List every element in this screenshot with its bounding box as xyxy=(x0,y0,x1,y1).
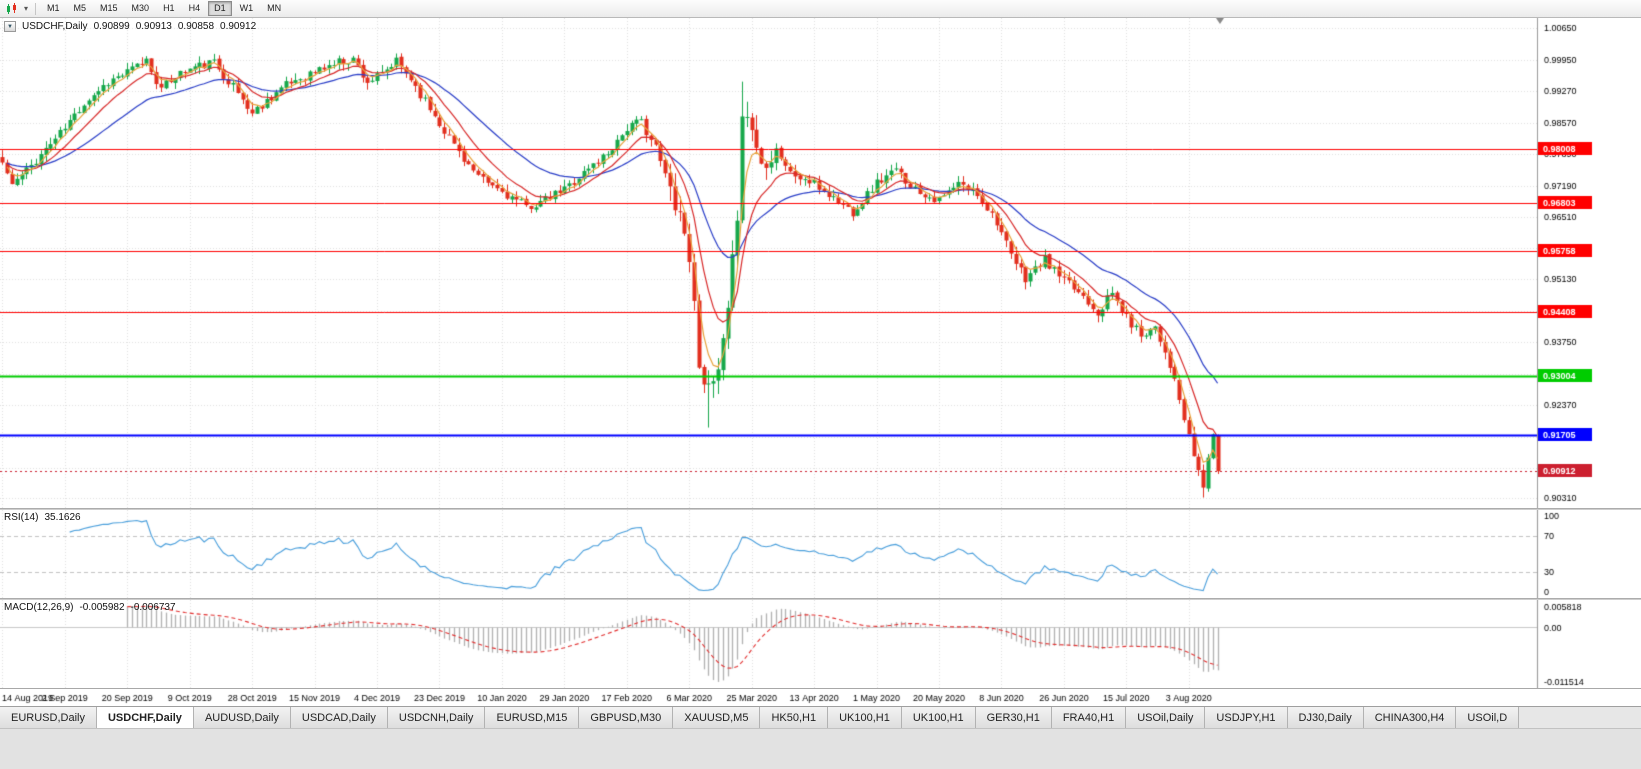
timeframe-button-M30[interactable]: M30 xyxy=(131,3,150,13)
timeframe-button-W1[interactable]: W1 xyxy=(239,3,254,13)
timeframe-button-H1[interactable]: H1 xyxy=(163,3,175,13)
toolbar-separator xyxy=(35,2,36,15)
chart-tab-GBPUSD-M30[interactable]: GBPUSD,M30 xyxy=(579,707,674,728)
chart-tab-USDCNH-Daily[interactable]: USDCNH,Daily xyxy=(387,707,486,728)
chevron-down-icon: ▼ xyxy=(7,23,13,30)
chart-tab-USDJPY-H1[interactable]: USDJPY,H1 xyxy=(1205,707,1288,728)
date-axis-canvas[interactable] xyxy=(0,689,1641,706)
timeframe-button-H4[interactable]: H4 xyxy=(188,3,201,13)
chart-tab-XAUUSD-M5[interactable]: XAUUSD,M5 xyxy=(673,707,761,728)
chart-tab-HK50-H1[interactable]: HK50,H1 xyxy=(760,707,829,728)
chart-tab-EURUSD-Daily[interactable]: EURUSD,Daily xyxy=(0,707,97,728)
chart-tab-USOil-Daily[interactable]: USOil,Daily xyxy=(1126,707,1206,728)
timeframe-toolbar: ▾ M1 M5 M15 M30 H1 H4 D1 W1 MN xyxy=(0,0,1641,18)
chart-tab-USDCHF-Daily[interactable]: USDCHF,Daily xyxy=(96,707,194,728)
chart-tab-FRA40-H1[interactable]: FRA40,H1 xyxy=(1051,707,1127,728)
chart-tab-CHINA300-H4[interactable]: CHINA300,H4 xyxy=(1363,707,1457,728)
timeframe-button-M1[interactable]: M1 xyxy=(47,3,60,13)
chart-tab-AUDUSD-Daily[interactable]: AUDUSD,Daily xyxy=(193,707,291,728)
chart-tab-USDCAD-Daily[interactable]: USDCAD,Daily xyxy=(290,707,388,728)
main-chart-canvas[interactable] xyxy=(0,18,1641,508)
chart-tab-UK100-H1[interactable]: UK100,H1 xyxy=(901,707,976,728)
timeframe-button-MN[interactable]: MN xyxy=(267,3,282,13)
panel-splitter[interactable] xyxy=(0,598,1641,600)
timeframe-buttons: M1 M5 M15 M30 H1 H4 D1 W1 MN xyxy=(40,1,288,16)
rsi-canvas[interactable] xyxy=(0,510,1641,598)
one-click-trading-button[interactable]: ▼ xyxy=(4,21,16,32)
chart-tab-UK100-H1[interactable]: UK100,H1 xyxy=(828,707,902,728)
chart-tab-DJ30-Daily[interactable]: DJ30,Daily xyxy=(1287,707,1364,728)
macd-canvas[interactable] xyxy=(0,600,1641,688)
chart-tabbar: EURUSD,Daily USDCHF,Daily AUDUSD,Daily USDC… xyxy=(0,706,1641,728)
chart-tab-USOil-D[interactable]: USOil,D xyxy=(1456,707,1520,728)
main-chart-panel: ▼ USDCHF,Daily 0.90899 0.90913 0.90858 0… xyxy=(0,18,1641,508)
chart-tab-GER30-H1[interactable]: GER30,H1 xyxy=(975,707,1052,728)
panel-splitter[interactable] xyxy=(0,508,1641,510)
chevron-down-icon[interactable]: ▾ xyxy=(23,4,28,13)
timeframe-button-M5[interactable]: M5 xyxy=(73,3,87,13)
macd-panel: MACD(12,26,9) -0.005982 -0.006737 xyxy=(0,600,1641,688)
timeframe-button-M15[interactable]: M15 xyxy=(100,3,118,13)
date-axis[interactable] xyxy=(0,688,1641,706)
timeframe-button-D1[interactable]: D1 xyxy=(208,1,232,16)
chart-type-icon[interactable] xyxy=(3,2,21,16)
rsi-panel: RSI(14) 35.1626 xyxy=(0,510,1641,598)
chart-tab-EURUSD-M15[interactable]: EURUSD,M15 xyxy=(485,707,580,728)
status-area xyxy=(0,728,1641,769)
